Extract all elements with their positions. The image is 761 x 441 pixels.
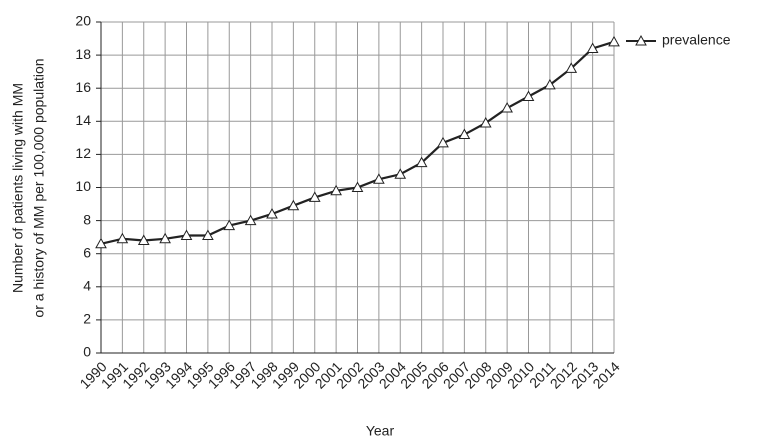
y-tick-label: 10 (75, 178, 91, 194)
y-tick-label: 14 (75, 112, 91, 128)
data-marker (351, 181, 364, 192)
data-marker (501, 102, 513, 113)
data-marker (608, 35, 620, 47)
data-marker (308, 191, 321, 202)
data-marker (116, 232, 129, 244)
data-marker (287, 199, 300, 211)
y-tick-label: 8 (83, 211, 91, 227)
data-marker (266, 207, 278, 219)
data-marker (223, 219, 236, 231)
data-marker (586, 42, 599, 53)
data-marker (565, 62, 578, 73)
data-marker (137, 234, 150, 245)
data-marker (394, 168, 407, 179)
data-marker (330, 184, 342, 196)
legend-label: prevalence (662, 32, 731, 48)
y-tick-label: 20 (75, 13, 91, 29)
data-marker (202, 229, 214, 240)
x-axis-label: Year (366, 423, 395, 439)
y-tick-label: 2 (83, 311, 91, 327)
data-marker (437, 136, 449, 148)
data-marker (544, 78, 556, 90)
y-tick-label: 18 (75, 46, 91, 62)
y-tick-label: 4 (83, 278, 91, 294)
y-tick-label: 12 (75, 145, 91, 161)
data-marker (458, 128, 471, 140)
y-tick-label: 16 (75, 79, 91, 95)
data-marker (522, 90, 535, 101)
data-marker (159, 232, 171, 244)
data-marker (415, 156, 428, 168)
data-marker (373, 173, 385, 184)
data-marker (180, 229, 193, 240)
y-tick-label: 6 (83, 244, 91, 260)
y-axis-label: Number of patients living with MM (10, 83, 26, 293)
y-axis-label: or a history of MM per 100,000 populatio… (31, 58, 47, 317)
data-marker (95, 237, 107, 249)
legend-marker (635, 34, 647, 46)
data-marker (244, 214, 257, 226)
y-tick-label: 0 (83, 344, 91, 360)
data-marker (479, 116, 492, 128)
